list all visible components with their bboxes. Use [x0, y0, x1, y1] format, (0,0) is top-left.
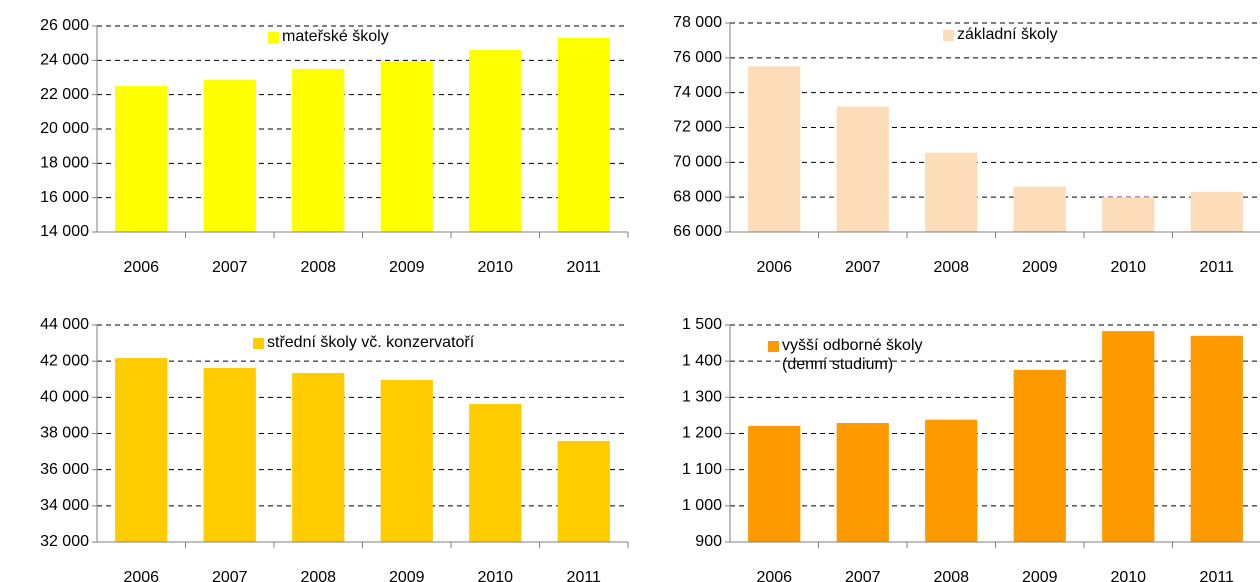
bar — [925, 419, 978, 542]
legend-label: střední školy vč. konzervatoří — [267, 334, 475, 351]
x-tick-label: 2006 — [123, 259, 159, 276]
y-tick-label: 42 000 — [40, 352, 89, 369]
x-tick-label: 2010 — [1110, 569, 1146, 582]
bar — [203, 80, 256, 232]
bar — [1013, 369, 1066, 542]
y-tick-label: 900 — [695, 533, 722, 550]
y-tick-label: 68 000 — [673, 188, 722, 205]
y-tick-label: 66 000 — [673, 223, 722, 240]
x-tick-label: 2011 — [567, 259, 602, 276]
legend-label: mateřské školy — [282, 28, 389, 45]
bar — [1190, 191, 1243, 232]
y-tick-label: 44 000 — [40, 316, 89, 333]
x-tick-label: 2007 — [212, 569, 248, 582]
x-tick-label: 2010 — [1110, 259, 1146, 276]
x-tick-label: 2009 — [1022, 569, 1058, 582]
bar — [115, 358, 168, 542]
y-tick-label: 1 200 — [682, 425, 722, 442]
y-tick-label: 24 000 — [40, 52, 89, 69]
x-tick-label: 2010 — [477, 259, 513, 276]
y-tick-label: 1 000 — [682, 497, 722, 514]
y-tick-label: 32 000 — [40, 533, 89, 550]
x-tick-label: 2007 — [845, 569, 881, 582]
x-tick-label: 2006 — [756, 569, 792, 582]
bar — [115, 86, 168, 232]
y-tick-label: 34 000 — [40, 497, 89, 514]
legend-label: základní školy — [957, 26, 1058, 43]
x-tick-label: 2009 — [389, 259, 425, 276]
y-tick-label: 72 000 — [673, 119, 722, 136]
y-tick-label: 76 000 — [673, 49, 722, 66]
legend-label: vyšší odborné školy (denní studium) — [782, 337, 923, 373]
bar — [292, 372, 345, 542]
y-tick-label: 22 000 — [40, 86, 89, 103]
x-tick-label: 2007 — [212, 259, 248, 276]
y-tick-label: 40 000 — [40, 389, 89, 406]
legend-swatch — [768, 341, 779, 352]
bar — [836, 106, 889, 232]
x-tick-label: 2011 — [567, 569, 602, 582]
bar — [1190, 335, 1243, 542]
bar — [836, 423, 889, 542]
x-tick-label: 2008 — [300, 259, 336, 276]
y-tick-label: 1 300 — [682, 389, 722, 406]
bar — [380, 61, 433, 232]
legend-swatch — [253, 338, 264, 349]
bar — [748, 425, 801, 542]
x-tick-label: 2011 — [1200, 259, 1235, 276]
y-tick-label: 14 000 — [40, 223, 89, 240]
y-tick-label: 1 500 — [682, 316, 722, 333]
bar — [557, 440, 610, 542]
y-tick-label: 26 000 — [40, 17, 89, 34]
legend-swatch — [943, 30, 954, 41]
bar — [557, 38, 610, 233]
x-tick-label: 2007 — [845, 259, 881, 276]
bar — [203, 368, 256, 542]
y-tick-label: 38 000 — [40, 425, 89, 442]
x-tick-label: 2008 — [300, 569, 336, 582]
bar — [1102, 331, 1155, 542]
bar — [292, 68, 345, 233]
y-tick-label: 74 000 — [673, 84, 722, 101]
x-tick-label: 2010 — [477, 569, 513, 582]
x-tick-label: 2008 — [933, 259, 969, 276]
y-tick-label: 36 000 — [40, 461, 89, 478]
y-tick-label: 18 000 — [40, 155, 89, 172]
y-tick-label: 70 000 — [673, 154, 722, 171]
x-tick-label: 2006 — [756, 259, 792, 276]
bar — [380, 379, 433, 542]
bar — [469, 404, 522, 542]
x-tick-label: 2006 — [123, 569, 159, 582]
bar — [748, 66, 801, 233]
x-tick-label: 2009 — [389, 569, 425, 582]
x-tick-label: 2008 — [933, 569, 969, 582]
bar — [469, 50, 522, 233]
x-tick-label: 2009 — [1022, 259, 1058, 276]
bar — [925, 152, 978, 232]
y-tick-label: 1 100 — [682, 461, 722, 478]
legend-swatch — [268, 32, 279, 43]
y-tick-label: 78 000 — [673, 14, 722, 31]
bar — [1102, 197, 1155, 232]
y-tick-label: 1 400 — [682, 352, 722, 369]
y-tick-label: 20 000 — [40, 120, 89, 137]
x-tick-label: 2011 — [1200, 569, 1235, 582]
bar — [1013, 186, 1066, 232]
y-tick-label: 16 000 — [40, 189, 89, 206]
